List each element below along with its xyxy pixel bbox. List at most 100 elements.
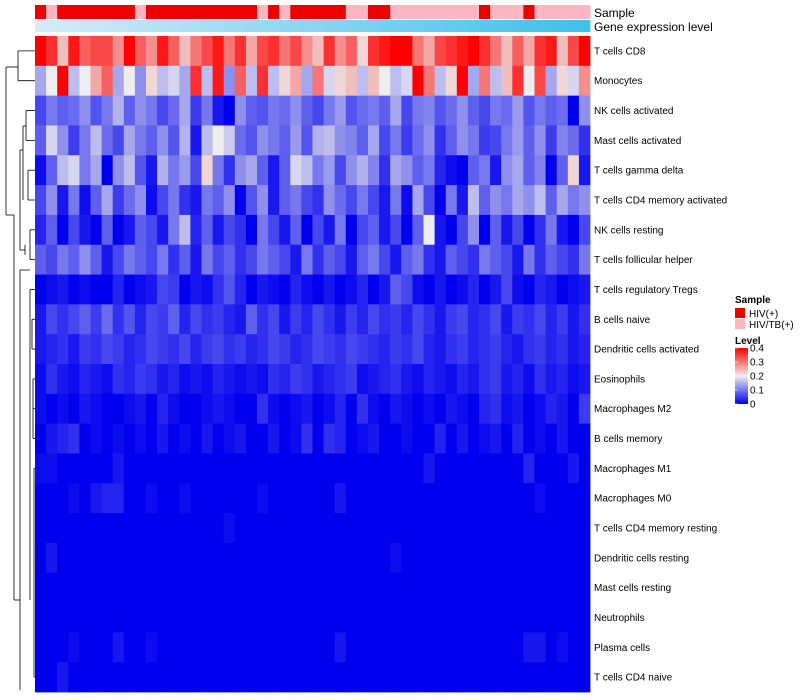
heatmap-cell xyxy=(201,423,213,454)
heatmap-cell xyxy=(301,393,313,425)
heatmap-cell xyxy=(279,65,291,97)
legend-level-tick-label: 0 xyxy=(750,400,756,411)
heatmap-cell xyxy=(301,155,313,186)
heatmap-cell xyxy=(312,304,324,335)
heatmap-cell xyxy=(479,393,491,425)
legend-swatch-hiv-tb xyxy=(735,319,745,329)
heatmap-cell xyxy=(334,214,347,246)
heatmap-cell xyxy=(379,364,391,395)
heatmap-cell xyxy=(368,36,380,67)
heatmap-cell xyxy=(578,274,591,305)
heatmap-cell xyxy=(245,364,258,395)
heatmap-cell xyxy=(112,513,125,544)
heatmap-cell xyxy=(179,304,191,335)
heatmap-cell xyxy=(523,65,535,97)
heatmap-cell xyxy=(46,572,58,603)
heatmap-cell xyxy=(334,572,347,603)
heatmap-cell xyxy=(179,602,191,633)
heatmap-cell xyxy=(312,125,324,156)
heatmap-cell xyxy=(445,423,458,454)
heatmap-cell xyxy=(68,513,80,544)
heatmap-cell xyxy=(345,214,358,246)
heatmap-cell xyxy=(123,95,136,126)
heatmap-cell xyxy=(345,244,358,275)
heatmap-cell xyxy=(268,572,280,603)
heatmap-cell xyxy=(490,483,502,514)
heatmap-cell xyxy=(423,155,435,186)
heatmap-cell xyxy=(157,95,169,126)
heatmap-cell xyxy=(201,632,213,663)
heatmap-cell xyxy=(234,125,247,156)
heatmap-cell xyxy=(545,185,558,216)
heatmap-cell xyxy=(490,364,502,395)
heatmap-cell xyxy=(490,65,502,97)
expression-annotation-cell xyxy=(112,20,125,32)
heatmap-cell xyxy=(523,185,535,216)
heatmap-cell xyxy=(57,65,69,97)
heatmap-cell xyxy=(301,334,313,365)
heatmap-cell xyxy=(35,304,47,335)
heatmap-cell xyxy=(57,513,69,544)
expression-annotation-cell xyxy=(57,20,69,32)
heatmap-cell xyxy=(334,125,347,156)
heatmap-cell xyxy=(467,632,480,663)
heatmap-cell xyxy=(223,274,236,305)
heatmap-cell xyxy=(412,155,424,186)
heatmap-cell xyxy=(534,125,546,156)
heatmap-cell xyxy=(112,155,125,186)
heatmap-cell xyxy=(356,602,369,633)
sample-annotation-cell xyxy=(368,5,380,19)
heatmap-cell xyxy=(390,483,402,514)
heatmap-cell xyxy=(368,662,380,693)
heatmap-cell xyxy=(490,185,502,216)
heatmap-cell xyxy=(68,364,80,395)
heatmap-cell xyxy=(134,662,147,693)
sample-annotation-cell xyxy=(545,5,558,19)
heatmap-cell xyxy=(556,304,569,335)
heatmap-cell xyxy=(578,95,591,126)
heatmap-cell xyxy=(290,244,302,275)
heatmap-cell xyxy=(245,304,258,335)
heatmap-cell xyxy=(368,393,380,425)
heatmap-cell xyxy=(57,155,69,186)
heatmap-cell xyxy=(290,513,302,544)
heatmap-cell xyxy=(279,214,291,246)
heatmap-cell xyxy=(423,334,435,365)
heatmap-cell xyxy=(556,185,569,216)
sample-annotation-cell xyxy=(212,5,225,19)
heatmap-cell xyxy=(556,95,569,126)
heatmap-cell xyxy=(68,393,80,425)
heatmap-cell xyxy=(201,95,213,126)
heatmap-cell xyxy=(345,334,358,365)
heatmap-cell xyxy=(323,155,336,186)
heatmap-cell xyxy=(323,542,336,574)
sample-annotation-cell xyxy=(168,5,180,19)
heatmap-cell xyxy=(545,244,558,275)
legend-level-tick-label: 0.1 xyxy=(750,386,764,397)
heatmap-cell xyxy=(35,483,47,514)
heatmap-cell xyxy=(401,662,413,693)
heatmap-cell xyxy=(312,483,324,514)
heatmap-cell xyxy=(445,572,458,603)
heatmap-cell xyxy=(35,125,47,156)
heatmap-cell xyxy=(179,125,191,156)
heatmap-cell xyxy=(179,334,191,365)
sample-annotation-cell xyxy=(268,5,280,19)
heatmap-cell xyxy=(257,334,269,365)
heatmap-cell xyxy=(401,214,413,246)
heatmap-cell xyxy=(401,65,413,97)
heatmap-cell xyxy=(368,364,380,395)
heatmap-cell xyxy=(201,36,213,67)
sample-annotation-cell xyxy=(301,5,313,19)
heatmap-cell xyxy=(68,334,80,365)
heatmap-cell xyxy=(578,214,591,246)
heatmap-cell xyxy=(245,214,258,246)
heatmap-cell xyxy=(245,572,258,603)
sample-annotation-cell xyxy=(179,5,191,19)
heatmap-cell xyxy=(101,602,114,633)
heatmap-cell xyxy=(390,185,402,216)
heatmap-cell xyxy=(412,304,424,335)
heatmap-cell xyxy=(234,155,247,186)
heatmap-cell xyxy=(479,513,491,544)
row-label: T cells gamma delta xyxy=(594,166,684,177)
